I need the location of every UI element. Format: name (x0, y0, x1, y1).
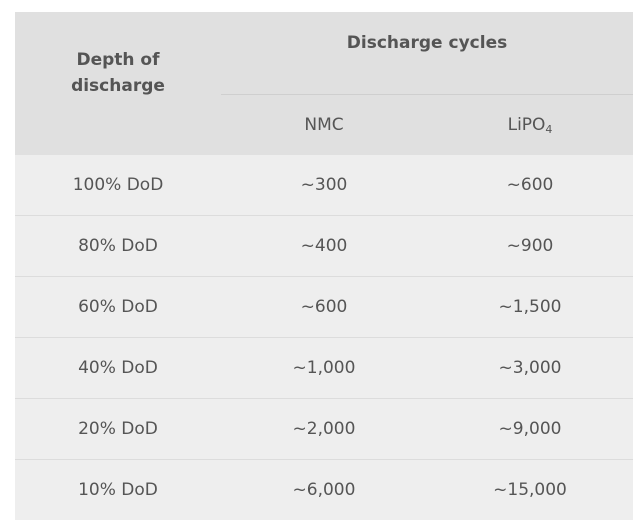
dod-cell: 80% DoD (15, 214, 221, 276)
nmc-cell: ~600 (221, 275, 427, 337)
nmc-cell: ~300 (221, 154, 427, 215)
lipo-cell: ~900 (427, 214, 634, 276)
depth-of-discharge-header: Depth of discharge (15, 12, 221, 155)
table-row: 20% DoD ~2,000 ~9,000 (15, 397, 634, 459)
discharge-cycles-table: Depth of discharge Discharge cycles NMC … (15, 12, 634, 520)
table-row: 40% DoD ~1,000 ~3,000 (15, 336, 634, 398)
lipo-cell: ~9,000 (427, 397, 634, 459)
dod-cell: 60% DoD (15, 275, 221, 337)
table-body: 100% DoD ~300 ~600 80% DoD ~400 ~900 60%… (15, 154, 634, 520)
table-header: Depth of discharge Discharge cycles NMC … (15, 12, 634, 155)
discharge-cycles-header: Discharge cycles (221, 12, 634, 95)
lipo-cell: ~600 (427, 154, 634, 215)
table-row: 100% DoD ~300 ~600 (15, 154, 634, 215)
nmc-cell: ~400 (221, 214, 427, 276)
table-row: 80% DoD ~400 ~900 (15, 214, 634, 276)
nmc-column-header: NMC (221, 94, 427, 155)
lipo-cell: ~3,000 (427, 336, 634, 398)
dod-cell: 100% DoD (15, 154, 221, 215)
lipo-cell: ~15,000 (427, 458, 634, 520)
lipo4-column-header: LiPO4 (427, 94, 634, 155)
dod-cell: 10% DoD (15, 458, 221, 520)
dod-cell: 40% DoD (15, 336, 221, 398)
nmc-cell: ~2,000 (221, 397, 427, 459)
dod-cell: 20% DoD (15, 397, 221, 459)
depth-of-discharge-header-label: Depth of discharge (71, 50, 165, 97)
lipo4-label-main: LiPO (507, 114, 546, 135)
table-row: 60% DoD ~600 ~1,500 (15, 275, 634, 337)
discharge-cycles-table-container: Depth of discharge Discharge cycles NMC … (15, 12, 634, 520)
nmc-cell: ~6,000 (221, 458, 427, 520)
table-row: 10% DoD ~6,000 ~15,000 (15, 458, 634, 520)
lipo4-label-subscript: 4 (545, 122, 553, 136)
nmc-cell: ~1,000 (221, 336, 427, 398)
lipo-cell: ~1,500 (427, 275, 634, 337)
